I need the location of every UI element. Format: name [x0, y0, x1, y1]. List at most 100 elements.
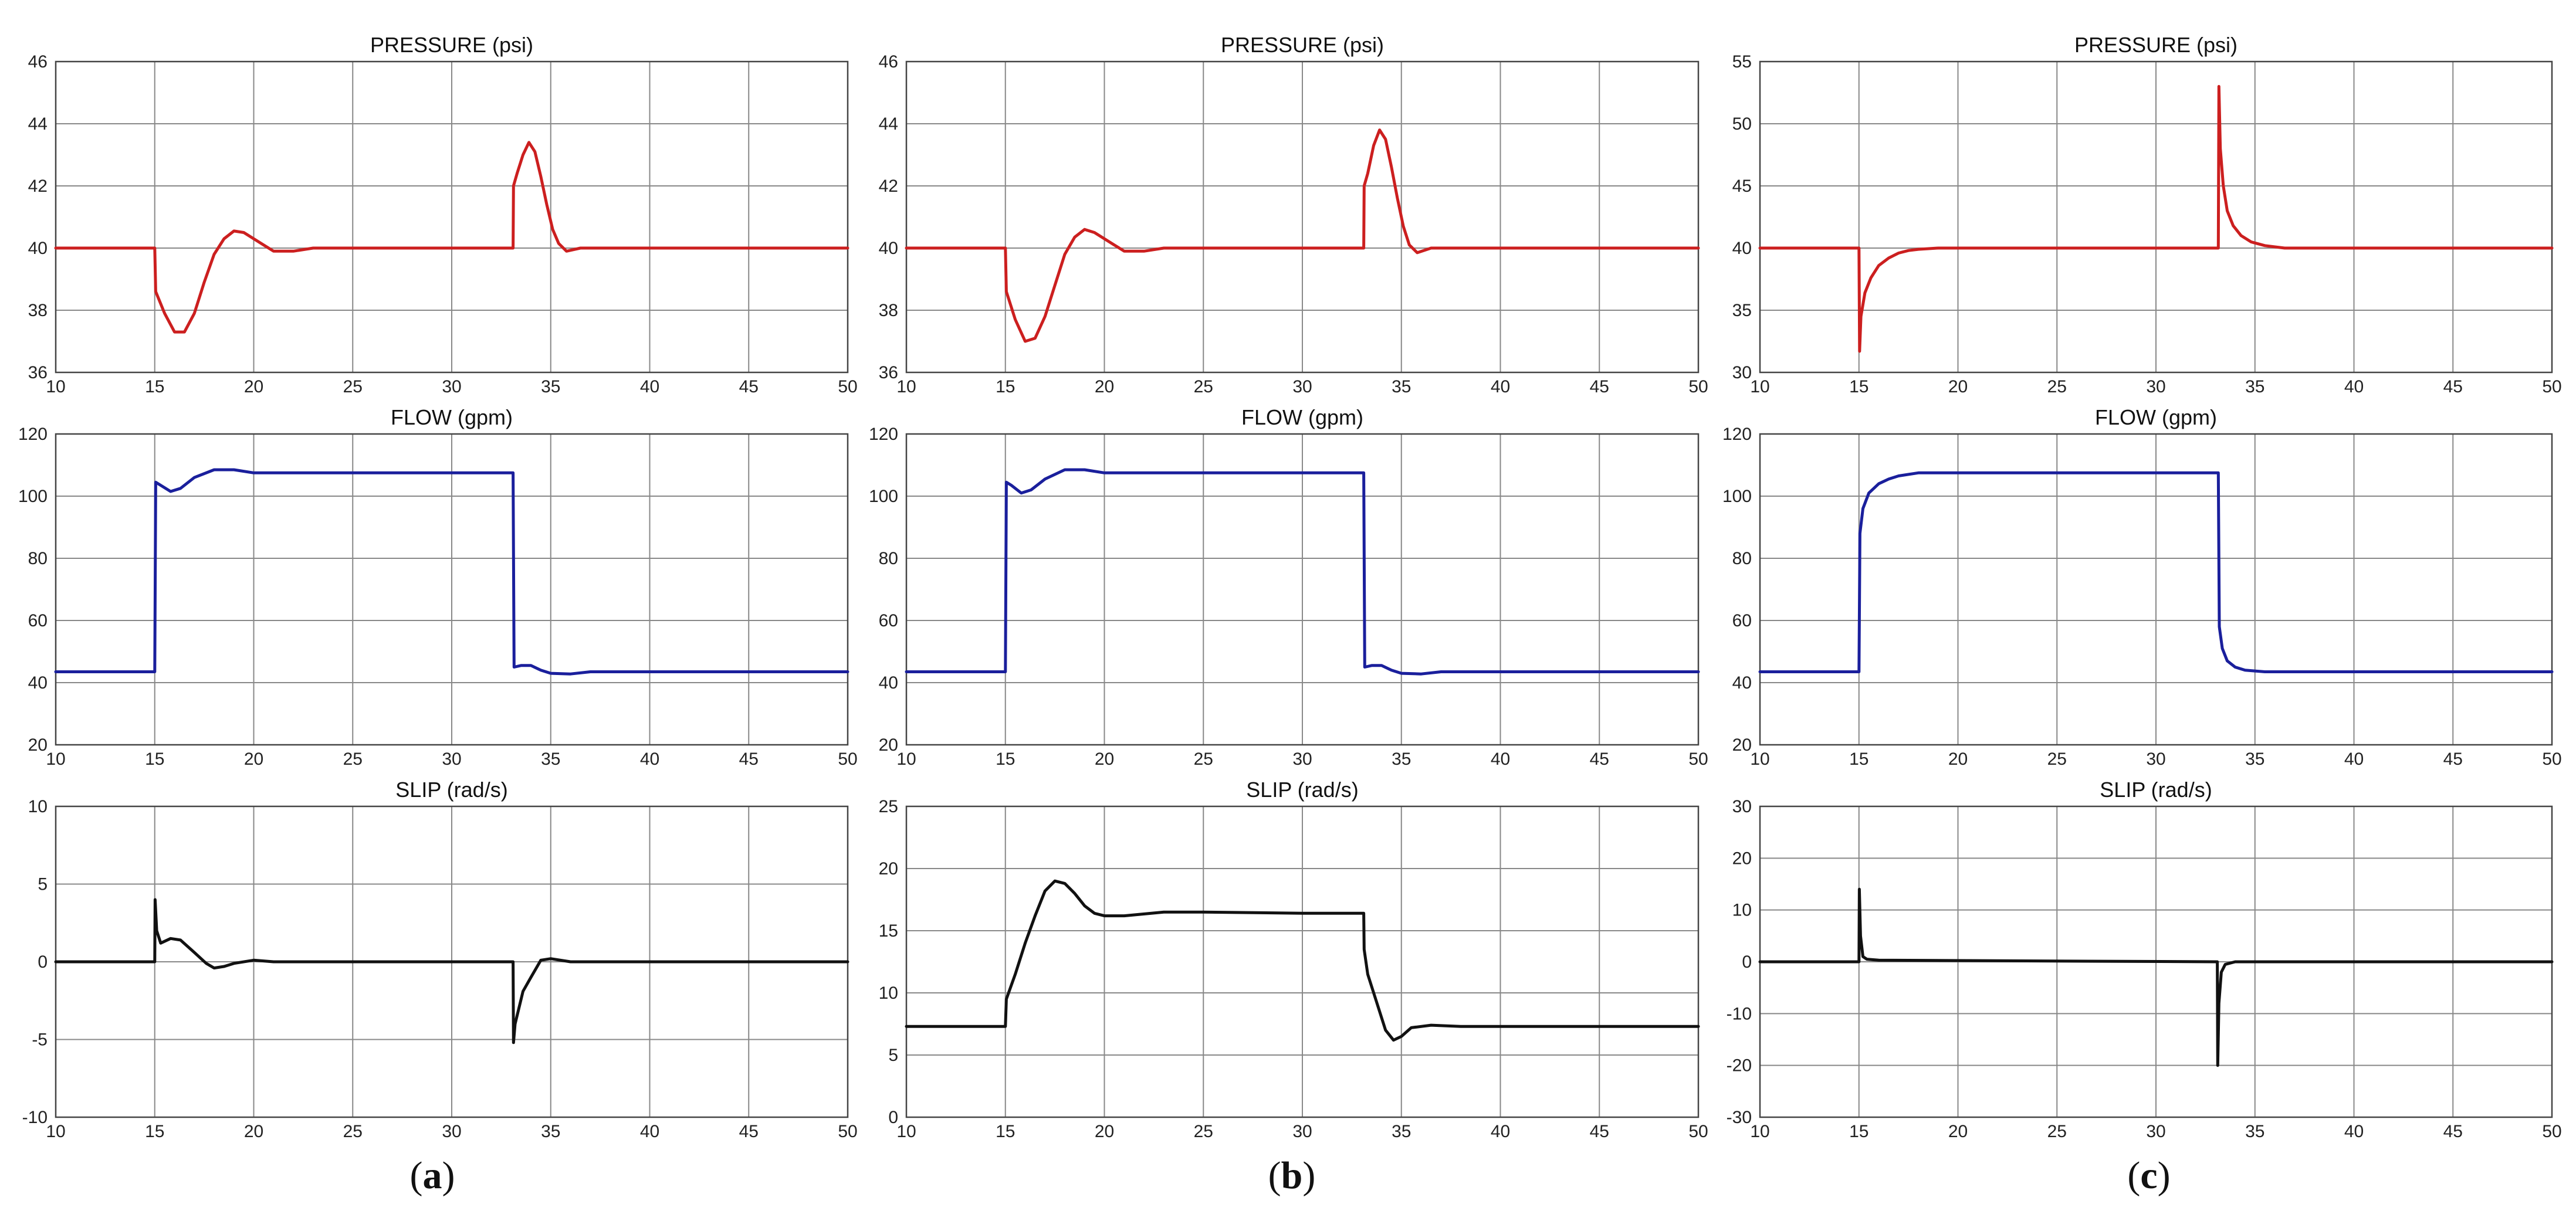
plot-frame: [905, 805, 1700, 1118]
x-tick-label: 35: [2245, 1122, 2264, 1141]
y-tick-label: 44: [28, 114, 48, 134]
y-tick-label: 38: [879, 301, 898, 320]
y-tick-label: 40: [879, 239, 898, 258]
x-tick-label: 10: [1750, 749, 1769, 769]
y-tick-label: 40: [1732, 239, 1752, 258]
y-tick-label: 40: [28, 673, 48, 693]
chart-b-slip: 0 5 10 15 20 25 10 15 20 25 30 35 40 45 50 SLIP (rad/s): [879, 778, 1708, 1141]
plot-frame: [55, 60, 849, 374]
chart-c-flow: 20 40 60 80 100 120 10 15 20 25 30 35 40 45 50 FLOW (gp…: [1722, 405, 2562, 769]
y-tick-label: 44: [879, 114, 898, 134]
y-tick-label: 120: [1722, 425, 1752, 444]
x-tick-label: 35: [2245, 377, 2264, 396]
x-tick-label: 30: [2146, 377, 2165, 396]
chart-a-slip: -10 -5 0 5 10 10 15 20 25 30 35 40 45 50 SLIP (rad/s): [22, 778, 858, 1141]
x-tick-label: 25: [343, 749, 363, 769]
x-tick-label: 25: [1194, 377, 1213, 396]
panel-label-b: (b): [1268, 1154, 1316, 1197]
y-tick-label: 10: [28, 797, 48, 816]
x-tick-label: 20: [1948, 1122, 1968, 1141]
y-tick-label: 5: [38, 875, 48, 894]
y-tick-label: 40: [1732, 673, 1752, 693]
series-line-pressure: [1758, 84, 2554, 353]
x-tick-label: 50: [838, 749, 857, 769]
chart-c-slip: -30 -20 -10 0 10 20 30 10 15 20 25 30 35 40 45 50 SLIP (…: [1727, 778, 2562, 1141]
x-tick-label: 15: [996, 749, 1015, 769]
x-tick-label: 20: [244, 1122, 263, 1141]
x-tick-label: 20: [1095, 749, 1114, 769]
x-tick-label: 10: [46, 1122, 65, 1141]
x-tick-label: 50: [1688, 377, 1708, 396]
y-tick-label: -30: [1727, 1108, 1752, 1127]
x-tick-label: 30: [442, 749, 461, 769]
y-tick-label: 0: [38, 952, 48, 972]
y-tick-label: 10: [1732, 901, 1752, 920]
y-tick-label: 100: [869, 487, 898, 506]
x-tick-label: 15: [145, 377, 164, 396]
y-tick-label: 10: [879, 983, 898, 1003]
plot-frame: [905, 60, 1700, 374]
x-tick-label: 20: [1948, 749, 1968, 769]
y-tick-label: 36: [879, 363, 898, 382]
x-tick-label: 15: [996, 1122, 1015, 1141]
chart-title: FLOW (gpm): [2095, 405, 2217, 429]
x-tick-label: 45: [1590, 749, 1609, 769]
x-tick-label: 25: [1194, 749, 1213, 769]
x-tick-label: 35: [541, 1122, 560, 1141]
y-tick-label: 38: [28, 301, 48, 320]
x-tick-label: 10: [1750, 377, 1769, 396]
x-tick-label: 50: [2542, 377, 2561, 396]
y-tick-label: 25: [879, 797, 898, 816]
chart-c-pressure: 30 35 40 45 50 55 10 15 20 25 30 35 40 45 50 PRESSURE (…: [1732, 33, 2562, 396]
x-tick-label: 25: [2047, 377, 2067, 396]
y-tick-label: 5: [888, 1046, 898, 1065]
x-tick-label: 15: [1849, 749, 1868, 769]
y-tick-label: 42: [879, 177, 898, 196]
x-tick-label: 45: [2443, 377, 2463, 396]
x-tick-label: 30: [442, 377, 461, 396]
x-tick-label: 10: [896, 1122, 916, 1141]
y-tick-label: 15: [879, 921, 898, 941]
x-tick-label: 25: [2047, 1122, 2067, 1141]
y-tick-label: 60: [28, 611, 48, 630]
series-line-slip: [1758, 887, 2554, 1067]
x-tick-label: 20: [244, 749, 263, 769]
x-tick-label: 25: [2047, 749, 2067, 769]
series-line-flow: [905, 468, 1700, 676]
x-tick-label: 45: [1590, 1122, 1609, 1141]
x-tick-label: 35: [541, 749, 560, 769]
x-tick-label: 40: [2344, 377, 2364, 396]
plot-frame: [55, 433, 849, 746]
series-line-flow: [1758, 471, 2554, 673]
y-tick-label: 100: [18, 487, 48, 506]
x-tick-label: 20: [1095, 377, 1114, 396]
y-tick-label: 50: [1732, 114, 1752, 134]
x-tick-label: 25: [343, 1122, 363, 1141]
y-tick-label: -10: [22, 1108, 48, 1127]
x-tick-label: 40: [1491, 377, 1510, 396]
x-tick-label: 30: [442, 1122, 461, 1141]
x-tick-label: 15: [145, 749, 164, 769]
x-tick-label: 35: [1392, 749, 1411, 769]
chart-title: PRESSURE (psi): [2074, 33, 2238, 57]
series-line-pressure: [54, 141, 849, 334]
x-tick-label: 35: [1392, 377, 1411, 396]
plot-frame: [905, 433, 1700, 746]
x-tick-label: 40: [2344, 749, 2364, 769]
x-tick-label: 45: [739, 377, 759, 396]
x-tick-label: 30: [2146, 1122, 2165, 1141]
x-tick-label: 50: [2542, 1122, 2561, 1141]
chart-title: PRESSURE (psi): [1221, 33, 1384, 57]
x-tick-label: 30: [1292, 377, 1312, 396]
y-tick-label: 0: [888, 1108, 898, 1127]
chart-title: SLIP (rad/s): [2100, 778, 2212, 802]
x-tick-label: 10: [896, 377, 916, 396]
chart-title: FLOW (gpm): [391, 405, 513, 429]
x-tick-label: 15: [1849, 377, 1868, 396]
x-tick-label: 35: [1392, 1122, 1411, 1141]
x-tick-label: 40: [640, 749, 659, 769]
x-tick-label: 40: [640, 377, 659, 396]
x-tick-label: 50: [838, 377, 857, 396]
y-tick-label: 40: [28, 239, 48, 258]
